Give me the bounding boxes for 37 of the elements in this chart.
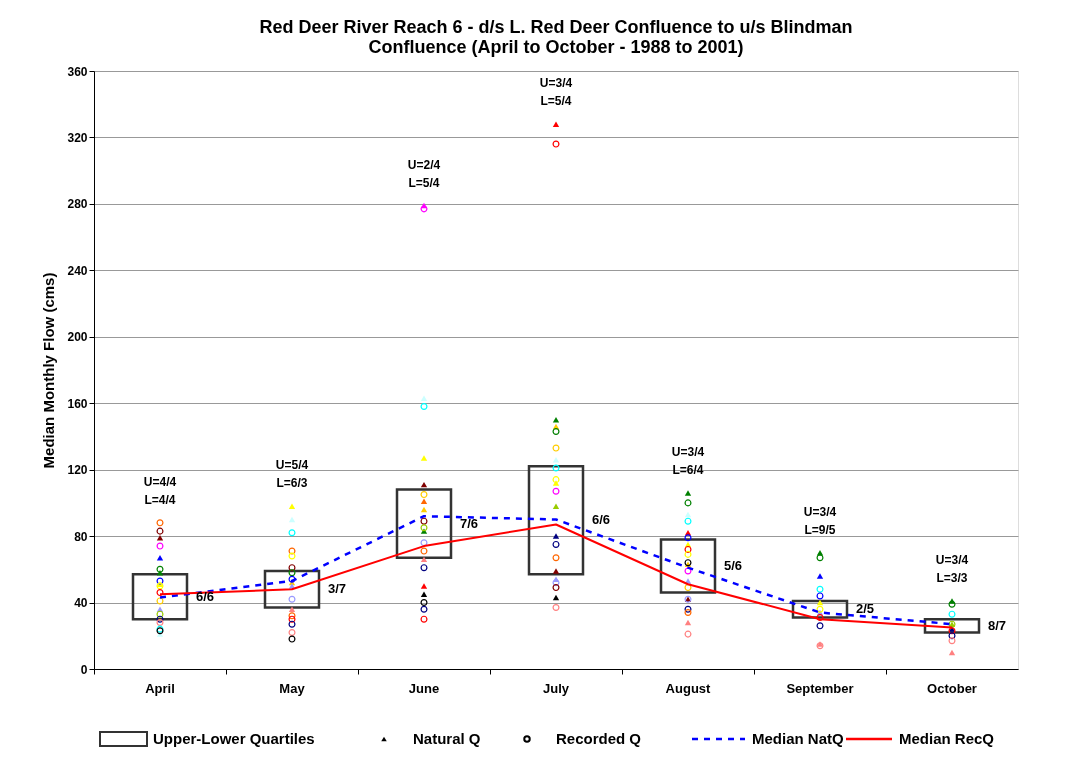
annotation: U=5/4 L=6/3 bbox=[275, 458, 309, 491]
y-axis-title: Median Monthly Flow (cms) bbox=[40, 272, 58, 469]
annotation: 8/7 bbox=[988, 617, 1007, 633]
annotation: U=3/4 L=6/4 bbox=[671, 444, 705, 477]
legend-label: Median RecQ bbox=[899, 730, 995, 747]
x-tick-label: October bbox=[927, 680, 977, 696]
x-tick-label: May bbox=[279, 680, 306, 696]
x-tick-label: September bbox=[786, 680, 854, 696]
x-tick-label: August bbox=[665, 680, 712, 696]
annotation: U=2/4 L=5/4 bbox=[407, 157, 441, 190]
annotation: 7/6 bbox=[460, 515, 479, 531]
legend-label: Upper-Lower Quartiles bbox=[153, 730, 315, 747]
annotation: 3/7 bbox=[328, 581, 347, 597]
annotation: U=4/4 L=4/4 bbox=[143, 474, 177, 507]
y-tick-label: 80 bbox=[74, 529, 88, 544]
y-tick-label: 320 bbox=[67, 130, 88, 145]
y-tick-label: 0 bbox=[80, 662, 88, 677]
y-tick-label: 200 bbox=[67, 330, 88, 345]
chart-title: Red Deer River Reach 6 - d/s L. Red Deer Confluence to u/s Blindman Confluence (April to October - 1988 to 2001) bbox=[259, 17, 853, 57]
annotation: 6/6 bbox=[592, 512, 611, 528]
legend-label: Natural Q bbox=[413, 730, 481, 747]
y-tick-label: 360 bbox=[67, 64, 88, 79]
x-tick-label: July bbox=[542, 680, 570, 696]
annotation: U=3/4 L=3/3 bbox=[935, 552, 969, 585]
legend-label: Recorded Q bbox=[556, 730, 642, 747]
legend-label: Median NatQ bbox=[752, 730, 845, 747]
y-tick-label: 160 bbox=[67, 396, 88, 411]
annotation: 2/5 bbox=[856, 601, 875, 617]
y-tick-label: 240 bbox=[67, 263, 88, 278]
annotation: 5/6 bbox=[724, 558, 743, 574]
y-tick-label: 40 bbox=[74, 596, 88, 611]
x-tick-label: June bbox=[408, 680, 440, 696]
y-tick-label: 120 bbox=[67, 463, 88, 478]
annotation: U=3/4 L=9/5 bbox=[803, 504, 837, 537]
x-tick-label: April bbox=[145, 680, 175, 696]
annotation: U=3/4 L=5/4 bbox=[539, 76, 573, 109]
y-tick-label: 280 bbox=[67, 197, 88, 212]
